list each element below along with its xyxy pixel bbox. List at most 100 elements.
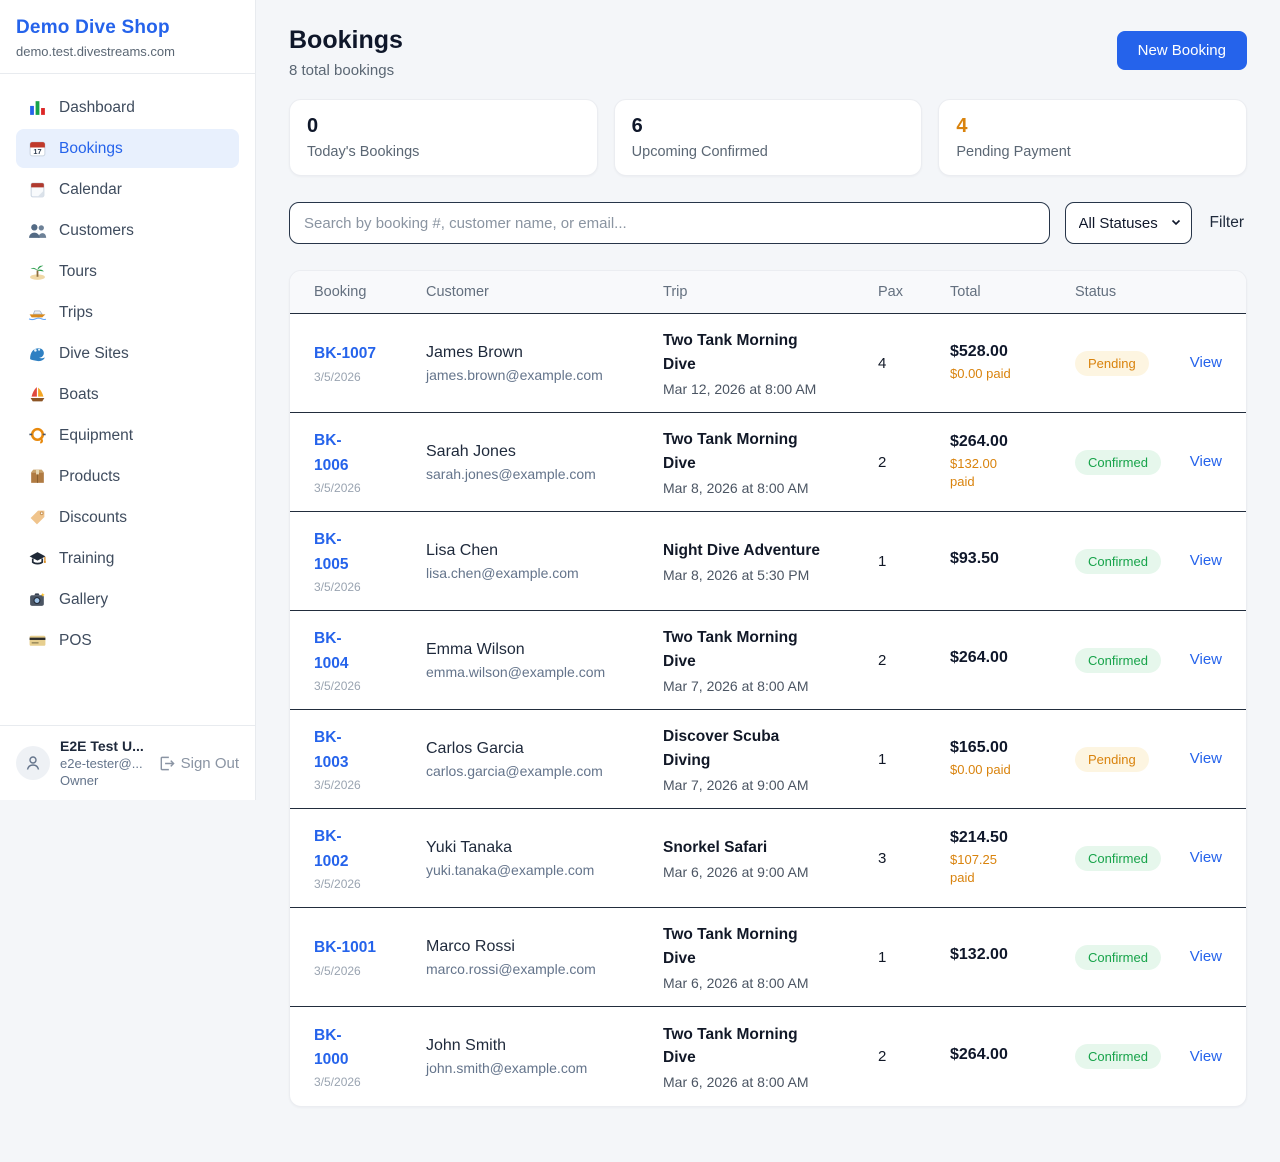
stat-value: 4 (956, 115, 968, 137)
column-header-status: Status (1075, 284, 1117, 300)
customer-name: Yuki Tanaka (426, 838, 512, 856)
column-header-trip: Trip (663, 284, 688, 300)
column-header-customer: Customer (426, 284, 489, 300)
page-subtitle: 8 total bookings (289, 62, 395, 79)
label-tag-icon (28, 508, 47, 527)
customer-name: Emma Wilson (426, 640, 525, 658)
stat-value: 0 (307, 115, 319, 137)
diving-mask-icon (28, 426, 47, 445)
trip-datetime: Mar 6, 2026 at 8:00 AM (663, 974, 809, 991)
water-wave-icon (28, 344, 47, 363)
search-input[interactable] (289, 202, 1050, 244)
sidebar-item-equipment[interactable]: Equipment (16, 416, 239, 455)
booking-id-link[interactable]: BK-1001 (314, 939, 377, 957)
sidebar: Demo Dive Shop demo.test.divestreams.com… (0, 0, 256, 800)
user-info: E2E Test U... e2e-tester@... Owner (60, 738, 148, 788)
stat-label: Pending Payment (956, 144, 1071, 160)
booking-created-date: 3/5/2026 (314, 369, 361, 384)
brand-domain: demo.test.divestreams.com (16, 44, 175, 59)
view-link[interactable]: View (1189, 750, 1222, 767)
sidebar-item-bookings[interactable]: 17 Bookings (16, 129, 239, 168)
sidebar-item-label: Customers (59, 221, 134, 239)
paid-amount: $132.00 paid (950, 455, 997, 489)
booking-id-link[interactable]: BK- 1004 (314, 630, 349, 672)
booking-created-date: 3/5/2026 (314, 963, 361, 978)
status-badge: Confirmed (1075, 647, 1161, 673)
sidebar-item-calendar[interactable]: Calendar (16, 170, 239, 209)
sign-out-button[interactable]: Sign Out (158, 755, 239, 772)
user-footer: E2E Test U... e2e-tester@... Owner Sign … (0, 725, 255, 800)
customer-name: Lisa Chen (426, 541, 499, 559)
user-role: Owner (60, 773, 99, 788)
table-header-row: Booking Customer Trip Pax Total Status (290, 271, 1246, 314)
people-icon (28, 221, 47, 240)
booking-id-link[interactable]: BK- 1003 (314, 729, 349, 771)
booking-id-link[interactable]: BK- 1006 (314, 432, 349, 474)
sidebar-nav: Dashboard 17 Bookings Calendar Customers… (0, 74, 255, 725)
sidebar-item-tours[interactable]: Tours (16, 252, 239, 291)
booking-id-link[interactable]: BK- 1002 (314, 828, 349, 870)
customer-name: Marco Rossi (426, 937, 515, 955)
customer-name: John Smith (426, 1037, 507, 1054)
table-row: BK- 1002 3/5/2026 Yuki Tanaka yuki.tanaka@… (290, 809, 1246, 908)
desert-island-icon (28, 262, 47, 281)
sidebar-item-discounts[interactable]: Discounts (16, 498, 239, 537)
total-amount: $264.00 (950, 1045, 1008, 1063)
view-link[interactable]: View (1189, 849, 1222, 866)
view-link[interactable]: View (1189, 948, 1222, 965)
booking-id-link[interactable]: BK- 1005 (314, 531, 349, 573)
sidebar-item-pos[interactable]: POS (16, 621, 239, 660)
booking-id-link[interactable]: BK-1007 (314, 345, 377, 363)
trip-datetime: Mar 8, 2026 at 8:00 AM (663, 479, 809, 496)
status-badge: Confirmed (1075, 1044, 1161, 1069)
sidebar-item-label: Tours (59, 262, 97, 280)
booking-id-link[interactable]: BK- 1000 (314, 1026, 349, 1068)
controls-row: All Statuses Filter (289, 202, 1247, 244)
booking-created-date: 3/5/2026 (314, 1075, 361, 1090)
camera-flash-icon (28, 590, 47, 609)
sidebar-item-label: Bookings (59, 139, 123, 157)
svg-text:17: 17 (33, 147, 41, 156)
total-amount: $264.00 (950, 649, 1008, 666)
total-amount: $93.50 (950, 550, 999, 567)
customer-name: Carlos Garcia (426, 739, 524, 757)
view-link[interactable]: View (1189, 552, 1222, 569)
trip-datetime: Mar 7, 2026 at 9:00 AM (663, 776, 809, 793)
view-link[interactable]: View (1189, 651, 1222, 668)
pax-count: 3 (878, 849, 887, 867)
customer-email: carlos.garcia@example.com (426, 762, 603, 779)
table-row: BK-1001 3/5/2026 Marco Rossi marco.rossi@e… (290, 908, 1246, 1007)
logout-icon (160, 756, 175, 770)
customer-email: john.smith@example.com (426, 1060, 588, 1076)
sidebar-item-training[interactable]: Training (16, 539, 239, 578)
sidebar-item-dashboard[interactable]: Dashboard (16, 88, 239, 127)
stats-row: 0 Today's Bookings 6 Upcoming Confirmed … (289, 99, 1248, 176)
sidebar-item-trips[interactable]: Trips (16, 293, 239, 332)
new-booking-button[interactable]: New Booking (1116, 31, 1247, 70)
sidebar-item-label: Training (59, 549, 115, 567)
sidebar-item-label: Products (59, 467, 121, 485)
view-link[interactable]: View (1189, 1047, 1222, 1065)
status-filter-select[interactable]: All Statuses (1064, 202, 1192, 244)
stat-card-pending-payment: 4 Pending Payment (938, 99, 1248, 176)
user-email: e2e-tester@... (60, 756, 143, 771)
sidebar-item-dive-sites[interactable]: Dive Sites (16, 334, 239, 373)
filter-button[interactable]: Filter (1209, 214, 1244, 231)
sign-out-label: Sign Out (180, 754, 239, 772)
sidebar-item-boats[interactable]: Boats (16, 375, 239, 414)
table-row: BK- 1004 3/5/2026 Emma Wilson emma.wilson@… (290, 611, 1246, 710)
stat-card-upcoming-confirmed: 6 Upcoming Confirmed (613, 99, 923, 176)
sidebar-item-customers[interactable]: Customers (16, 211, 239, 250)
customer-name: Sarah Jones (426, 442, 516, 460)
status-badge: Confirmed (1075, 548, 1161, 574)
sidebar-item-label: Equipment (59, 426, 134, 444)
sidebar-item-products[interactable]: Products (16, 457, 239, 496)
stat-label: Upcoming Confirmed (631, 144, 768, 160)
sidebar-item-gallery[interactable]: Gallery (16, 580, 239, 619)
view-link[interactable]: View (1189, 453, 1222, 470)
sidebar-item-label: Calendar (59, 180, 122, 198)
view-link[interactable]: View (1189, 354, 1222, 371)
customer-email: lisa.chen@example.com (426, 564, 579, 581)
customer-name: James Brown (426, 343, 523, 361)
table-row: BK- 1005 3/5/2026 Lisa Chen lisa.chen@exam… (290, 512, 1246, 611)
